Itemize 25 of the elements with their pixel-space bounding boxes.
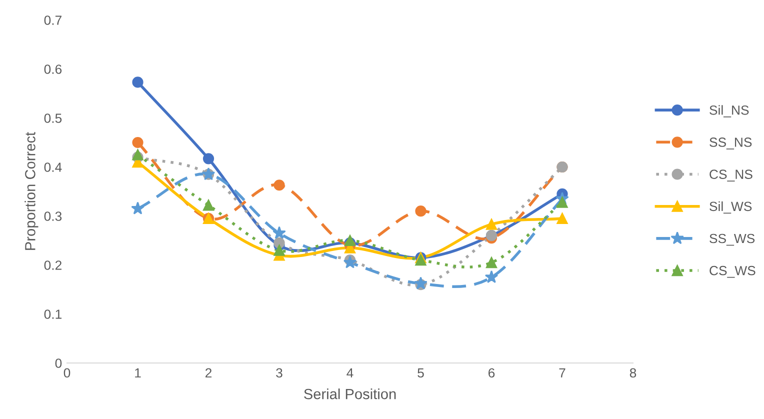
y-tick-label: 0.4 xyxy=(44,162,62,172)
legend-label: CS_WS xyxy=(710,266,756,278)
x-tick-label: 4 xyxy=(346,368,354,378)
x-tick-label: 1 xyxy=(135,368,141,378)
y-tick-label: 0.5 xyxy=(44,114,62,123)
legend-label: Sil_WS xyxy=(710,201,752,214)
x-tick-label: 6 xyxy=(488,368,495,378)
x-tick-label: 3 xyxy=(276,368,282,378)
legend-label: CS_NS xyxy=(710,170,752,182)
y-tick-label: 0.3 xyxy=(44,212,62,221)
y-tick-label: 0.6 xyxy=(44,64,62,74)
x-tick-label: 8 xyxy=(630,368,636,378)
y-axis-title: Proportion Correct xyxy=(24,132,38,250)
x-tick-label: 0 xyxy=(64,368,70,378)
legend-label: SS_NS xyxy=(710,138,752,150)
y-tick-label: 0.1 xyxy=(44,310,62,319)
legend-label: Sil_NS xyxy=(710,105,749,118)
legend-label: SS_WS xyxy=(710,234,755,246)
x-tick-label: 5 xyxy=(418,368,424,378)
x-tick-label: 2 xyxy=(205,368,212,378)
x-axis-title: Serial Position xyxy=(304,388,396,400)
y-tick-label: 0 xyxy=(55,358,62,368)
y-tick-label: 0.2 xyxy=(44,260,62,270)
x-tick-label: 7 xyxy=(559,368,566,378)
y-tick-label: 0.7 xyxy=(44,16,62,25)
